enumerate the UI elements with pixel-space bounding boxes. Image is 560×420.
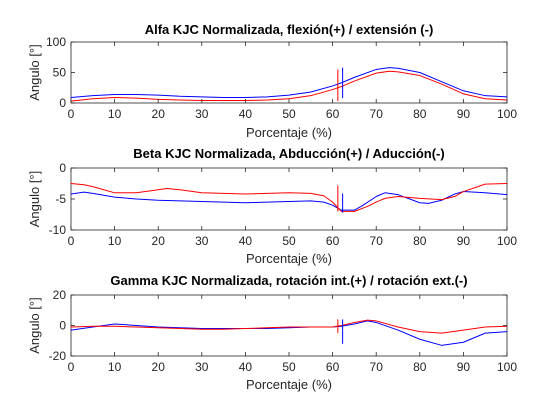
series-layer xyxy=(70,167,508,231)
y-tick-label: -5 xyxy=(55,192,66,206)
y-tick-labels: 0 50 100 xyxy=(46,35,66,110)
plot-area xyxy=(70,294,508,357)
y-tick-labels: -20 0 20 xyxy=(49,288,67,363)
y-axis-label: Angulo [°] xyxy=(27,44,42,101)
y-tick-labels: -10 -5 0 xyxy=(49,161,67,237)
x-tick-label: 70 xyxy=(370,234,384,248)
x-tick-label: 10 xyxy=(108,234,122,248)
series-line-1 xyxy=(70,70,508,102)
x-tick-label: 50 xyxy=(282,107,296,121)
x-tick-label: 60 xyxy=(326,234,340,248)
x-axis-label: Porcentaje (%) xyxy=(246,125,332,140)
x-tick-label: 80 xyxy=(413,234,427,248)
chart-title: Beta KJC Normalizada, Abducción(+) / Adu… xyxy=(133,146,444,161)
y-tick-label: 20 xyxy=(53,288,67,302)
chart-title: Gamma KJC Normalizada, rotación int.(+) … xyxy=(110,273,467,288)
panel-beta: Beta KJC Normalizada, Abducción(+) / Adu… xyxy=(27,146,517,266)
x-tick-label: 30 xyxy=(195,107,209,121)
x-tick-label: 70 xyxy=(370,360,384,374)
x-tick-label: 30 xyxy=(195,360,209,374)
x-tick-label: 100 xyxy=(497,107,517,121)
y-tick-label: 100 xyxy=(46,35,66,49)
y-tick-label: -20 xyxy=(49,349,67,363)
x-tick-label: 40 xyxy=(239,360,253,374)
x-tick-label: 80 xyxy=(413,360,427,374)
series-line-1 xyxy=(70,183,508,212)
x-tick-label: 90 xyxy=(457,107,471,121)
y-tick-label: 0 xyxy=(59,319,66,333)
y-tick-label: 0 xyxy=(59,161,66,175)
x-tick-label: 40 xyxy=(239,234,253,248)
x-axis-label: Porcentaje (%) xyxy=(246,251,332,266)
x-tick-label: 100 xyxy=(497,234,517,248)
x-tick-label: 90 xyxy=(457,360,471,374)
panel-gamma: Gamma KJC Normalizada, rotación int.(+) … xyxy=(27,273,517,392)
x-tick-labels: 0 10 20 30 40 50 60 70 80 90 100 xyxy=(68,234,518,248)
x-tick-label: 90 xyxy=(457,234,471,248)
series-layer xyxy=(70,41,508,104)
y-tick-label: 50 xyxy=(53,66,67,80)
x-tick-label: 20 xyxy=(152,107,166,121)
x-tick-label: 0 xyxy=(68,107,75,121)
x-tick-label: 80 xyxy=(413,107,427,121)
x-tick-label: 10 xyxy=(108,107,122,121)
y-tick-label: -10 xyxy=(49,223,67,237)
x-tick-label: 60 xyxy=(326,107,340,121)
plot-area xyxy=(70,41,508,104)
x-tick-label: 40 xyxy=(239,107,253,121)
x-tick-label: 60 xyxy=(326,360,340,374)
x-tick-labels: 0 10 20 30 40 50 60 70 80 90 100 xyxy=(68,360,518,374)
x-axis-label: Porcentaje (%) xyxy=(246,377,332,392)
y-tick-label: 0 xyxy=(59,96,66,110)
x-tick-label: 30 xyxy=(195,234,209,248)
x-tick-label: 0 xyxy=(68,360,75,374)
y-axis-label: Angulo [°] xyxy=(27,171,42,228)
series-line-1 xyxy=(70,319,508,334)
y-axis-label: Angulo [°] xyxy=(27,297,42,354)
series-layer xyxy=(70,294,508,357)
x-tick-label: 0 xyxy=(68,234,75,248)
x-tick-label: 50 xyxy=(282,234,296,248)
x-tick-label: 20 xyxy=(152,360,166,374)
x-tick-label: 70 xyxy=(370,107,384,121)
x-tick-label: 50 xyxy=(282,360,296,374)
series-line-0 xyxy=(70,67,508,99)
panel-alfa: Alfa KJC Normalizada, flexión(+) / exten… xyxy=(27,22,517,140)
x-tick-label: 20 xyxy=(152,234,166,248)
x-tick-label: 10 xyxy=(108,360,122,374)
series-line-0 xyxy=(70,191,508,211)
chart-title: Alfa KJC Normalizada, flexión(+) / exten… xyxy=(145,22,434,37)
x-tick-label: 100 xyxy=(497,360,517,374)
x-tick-labels: 0 10 20 30 40 50 60 70 80 90 100 xyxy=(68,107,518,121)
